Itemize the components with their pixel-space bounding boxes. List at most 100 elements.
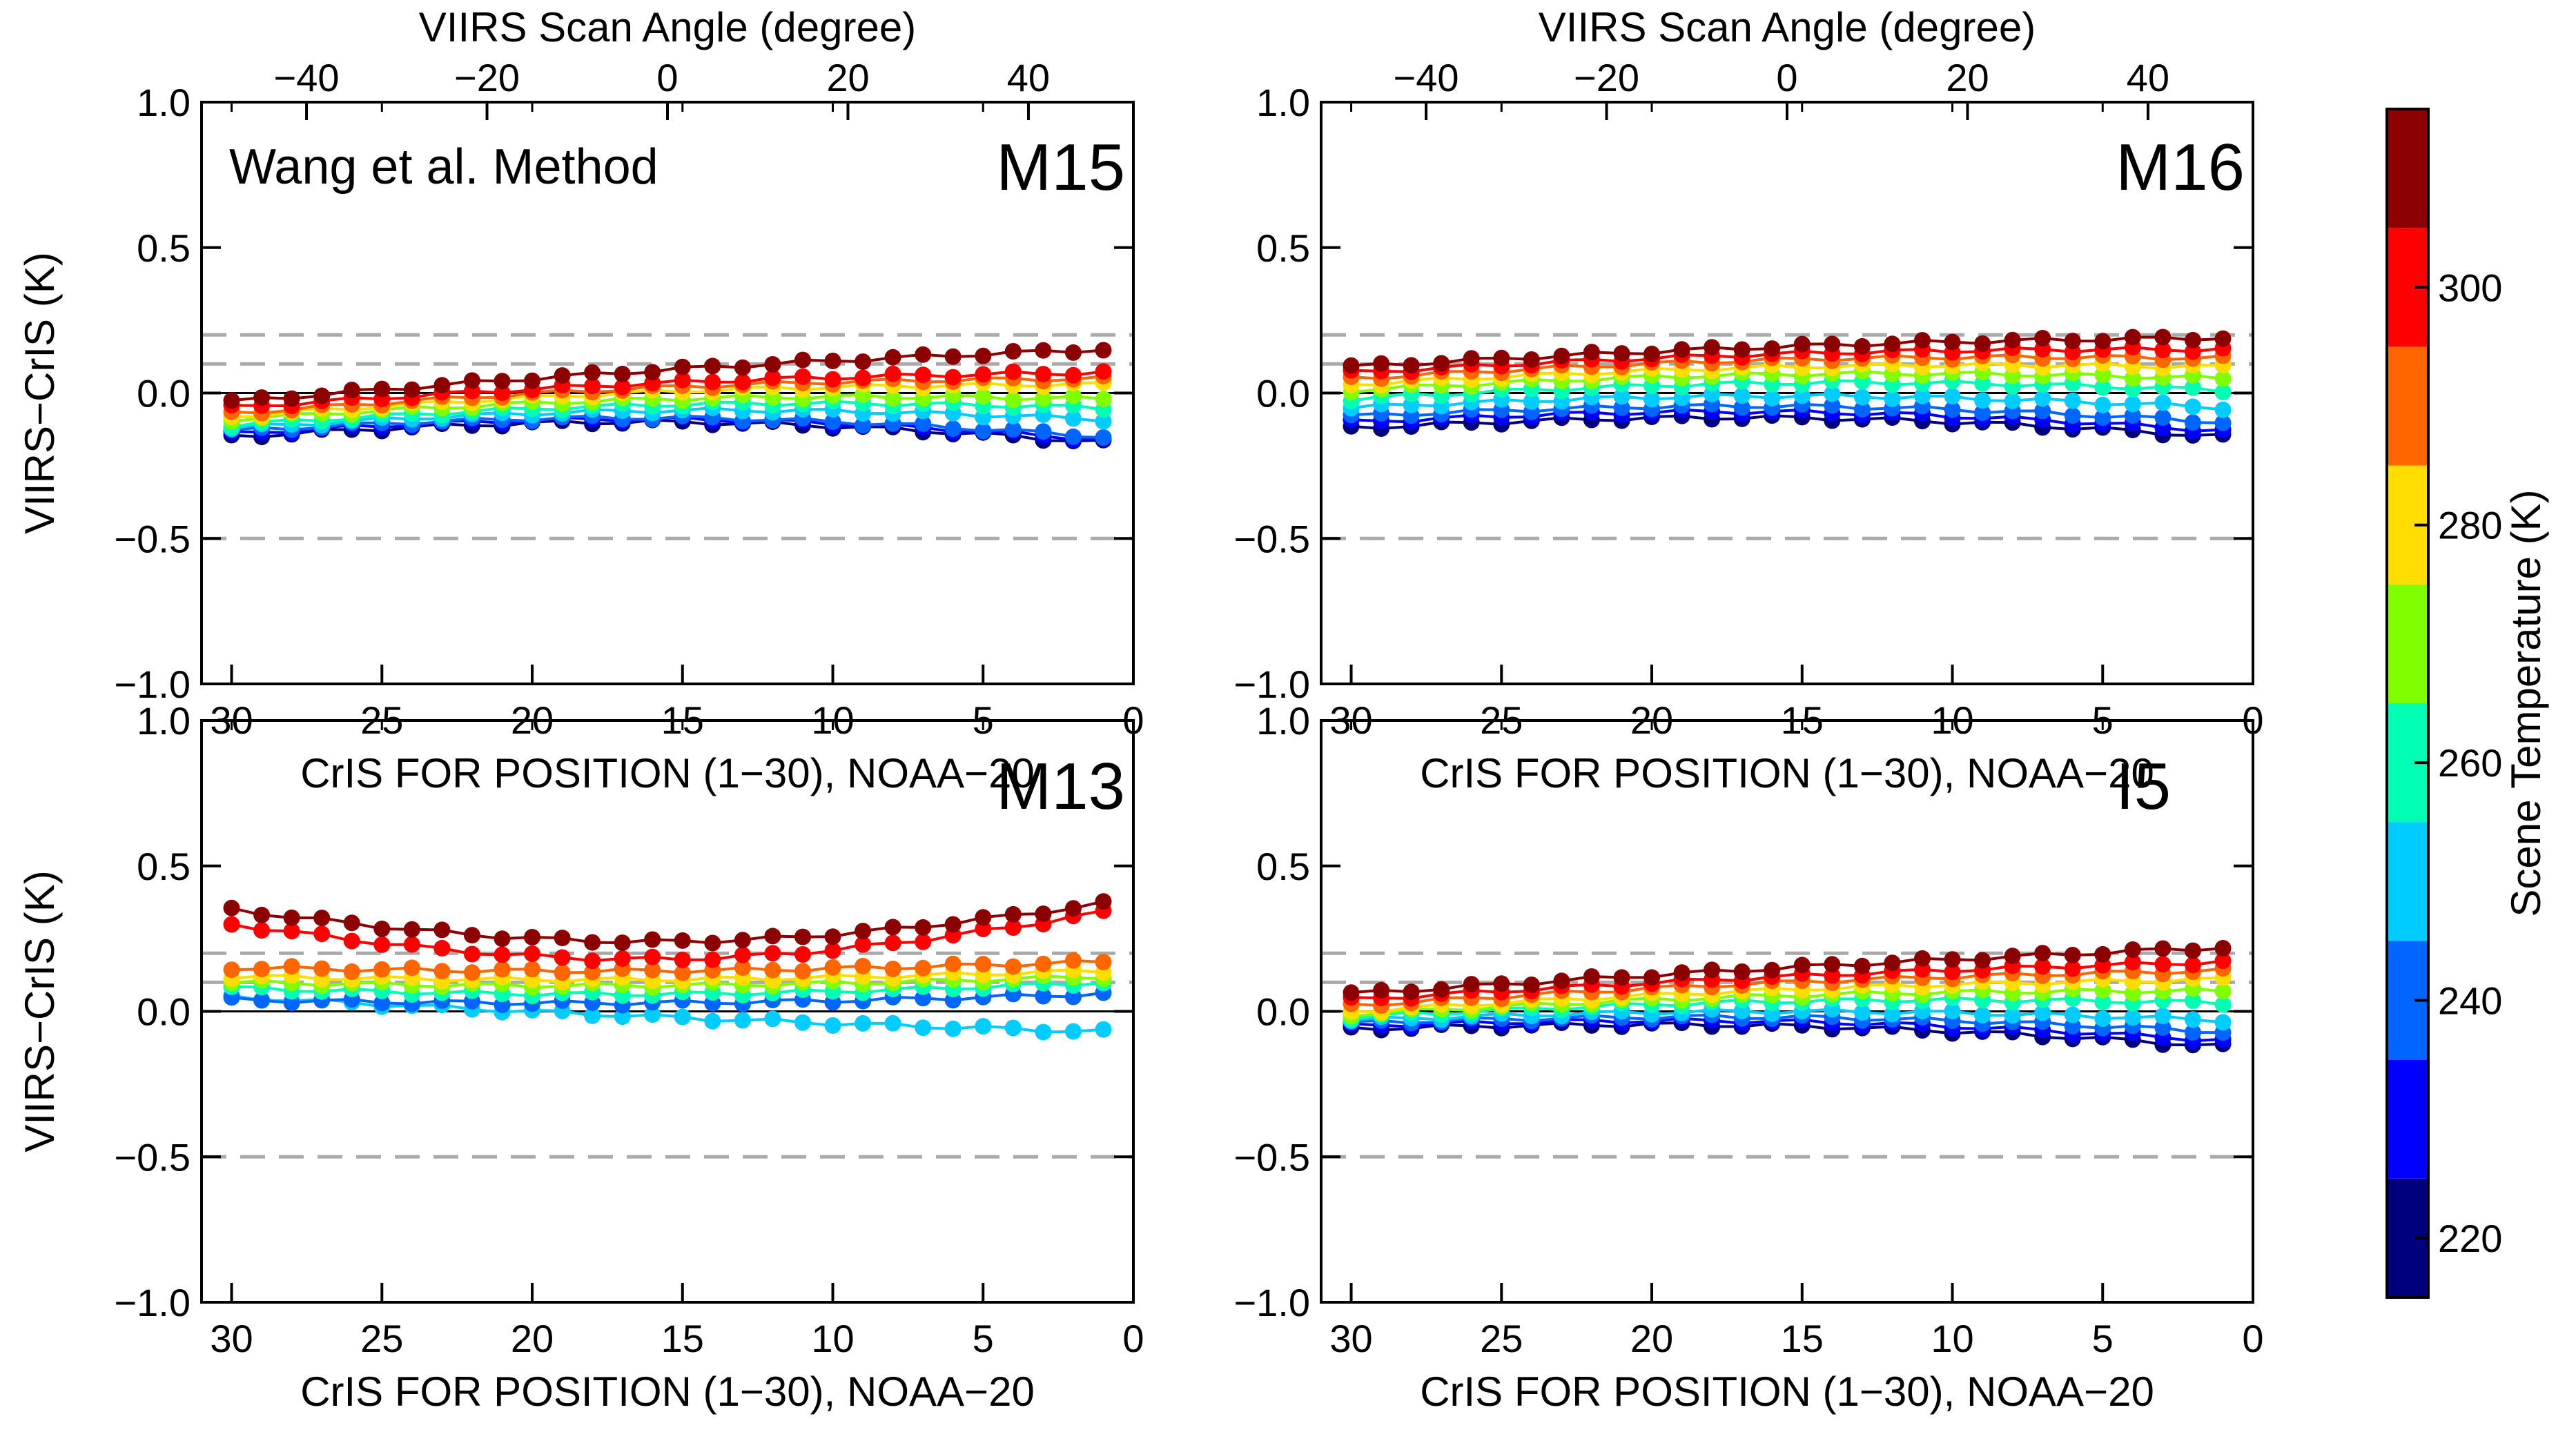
- x-axis-title: CrIS FOR POSITION (1−30), NOAA−20: [1420, 1369, 2154, 1415]
- x-tick-label: 10: [811, 1317, 854, 1360]
- data-point: [1064, 1023, 1082, 1040]
- data-point: [1035, 342, 1052, 359]
- data-point: [2034, 390, 2051, 407]
- data-point: [944, 916, 962, 933]
- data-point: [1064, 952, 1082, 969]
- data-point: [554, 367, 571, 384]
- data-point: [343, 382, 360, 399]
- data-point: [824, 1017, 841, 1034]
- data-point: [734, 932, 751, 949]
- top-tick-label: −20: [454, 56, 520, 99]
- data-point: [343, 932, 360, 950]
- data-point: [944, 1020, 962, 1037]
- data-point: [253, 992, 271, 1009]
- data-point: [944, 348, 962, 365]
- data-point: [1004, 363, 1022, 380]
- data-point: [2214, 983, 2232, 1000]
- y-tick-label: 0.5: [1256, 845, 1310, 888]
- y-axis-title: VIIRS−CrIS (K): [17, 252, 63, 533]
- data-point: [1004, 958, 1022, 975]
- data-point: [1914, 950, 1931, 967]
- data-point: [855, 1014, 872, 1032]
- top-tick-label: 0: [1776, 56, 1797, 99]
- data-point: [674, 358, 691, 375]
- data-point: [2154, 1019, 2172, 1036]
- data-point: [1095, 954, 1112, 971]
- x-tick-label: 25: [360, 1317, 403, 1360]
- data-point: [1884, 390, 1901, 407]
- data-point: [884, 1014, 901, 1032]
- data-point: [253, 961, 271, 978]
- data-point: [884, 934, 901, 952]
- data-point: [884, 365, 901, 382]
- data-point: [524, 372, 540, 389]
- data-point: [1583, 344, 1600, 361]
- data-point: [2094, 409, 2111, 426]
- data-point: [1944, 333, 1961, 351]
- data-point: [1944, 1003, 1961, 1020]
- data-point: [343, 963, 360, 980]
- data-point: [1613, 969, 1630, 986]
- data-point: [343, 914, 360, 932]
- data-point: [614, 366, 631, 382]
- data-point: [644, 961, 661, 979]
- data-point: [794, 928, 811, 945]
- colorbar-tick-label: 300: [2438, 266, 2502, 309]
- data-point: [1884, 954, 1901, 972]
- data-point: [794, 368, 811, 385]
- data-point: [2004, 331, 2021, 349]
- data-point: [1433, 355, 1450, 372]
- panel-i5: 30 25 20 15 10 5 0 1.0 0.5 0.0 −0.5 −1.0 CrIS FOR PO…: [1233, 699, 2263, 1415]
- data-point: [584, 963, 601, 981]
- data-point: [1764, 961, 1781, 979]
- data-point: [1035, 390, 1052, 407]
- data-point: [2184, 343, 2201, 360]
- top-tick-label: 20: [826, 56, 869, 99]
- data-point: [2124, 1009, 2141, 1026]
- y-tick-label: −1.0: [1233, 1281, 1310, 1324]
- data-point: [463, 964, 480, 981]
- y-tick-label: −1.0: [1233, 663, 1310, 706]
- data-point: [494, 946, 511, 963]
- data-point: [313, 960, 331, 977]
- data-point: [403, 959, 420, 977]
- colorbar-title: Scene Temperature (K): [2503, 489, 2549, 916]
- top-tick-label: −40: [1394, 56, 1459, 99]
- data-point: [1035, 1023, 1052, 1041]
- data-point: [734, 373, 751, 391]
- data-point: [704, 951, 721, 968]
- data-point: [1673, 341, 1690, 358]
- data-point: [975, 347, 992, 364]
- data-point: [283, 909, 300, 926]
- y-tick-label: 0.0: [1256, 372, 1310, 415]
- y-tick-label: −0.5: [114, 517, 191, 560]
- data-point: [283, 994, 300, 1012]
- data-point: [1914, 332, 1931, 349]
- x-tick-label: 5: [973, 1317, 994, 1360]
- colorbar: 220 240 260 280 300 Scene Temperature (K): [2385, 108, 2549, 1299]
- data-point: [1064, 900, 1082, 917]
- data-point: [2064, 947, 2081, 963]
- y-axis-title: VIIRS−CrIS (K): [17, 870, 63, 1152]
- data-point: [855, 957, 872, 974]
- data-point: [915, 933, 932, 950]
- data-point: [584, 377, 601, 395]
- data-point: [403, 921, 420, 938]
- x-tick-label: 0: [2242, 1317, 2263, 1360]
- data-point: [1583, 968, 1600, 985]
- data-point: [2124, 954, 2141, 971]
- data-point: [1004, 905, 1022, 923]
- data-point: [494, 930, 511, 948]
- data-point: [2124, 370, 2141, 387]
- data-point: [2214, 401, 2232, 418]
- data-point: [433, 939, 451, 957]
- data-point: [2214, 940, 2232, 957]
- data-point: [1095, 1021, 1112, 1038]
- data-point: [223, 899, 240, 916]
- data-point: [2034, 330, 2051, 346]
- data-point: [2094, 1010, 2111, 1028]
- data-point: [554, 930, 571, 947]
- data-point: [884, 919, 901, 936]
- data-point: [2034, 1004, 2051, 1021]
- data-point: [2094, 396, 2111, 413]
